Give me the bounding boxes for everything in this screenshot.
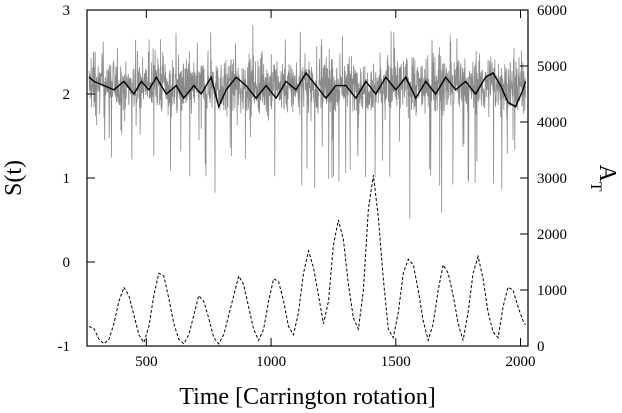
x-tick-label: 500 <box>135 354 158 370</box>
y-right-tick-label: 1000 <box>537 283 567 299</box>
y-right-tick-label: 3000 <box>537 171 567 187</box>
y-right-tick-label: 4000 <box>537 115 567 131</box>
y-left-tick-label: 1 <box>63 171 71 187</box>
y-right-tick-label: 2000 <box>537 227 567 243</box>
x-tick-label: 1000 <box>256 354 286 370</box>
y-right-axis-title-main: A <box>594 164 620 182</box>
y-left-tick-label: 3 <box>63 3 71 19</box>
y-left-axis-title: S(t) <box>1 160 27 196</box>
series-dashed-at <box>88 175 526 345</box>
y-left-tick-label: 2 <box>63 87 71 103</box>
x-tick-label: 2000 <box>506 354 536 370</box>
y-right-tick-label: 6000 <box>537 3 567 19</box>
y-right-tick-label: 5000 <box>537 59 567 75</box>
series-raw-signal <box>88 25 526 219</box>
y-right-axis-title-sub: T <box>588 182 605 192</box>
y-left-tick-label: -1 <box>58 339 71 355</box>
y-right-axis-title: AT <box>588 164 621 191</box>
y-right-tick-label: 0 <box>537 339 545 355</box>
ticks-layer: 500 1000 1500 2000 -1 0 1 2 3 0 1000 2000 3000 4000 50… <box>58 3 568 370</box>
series-layer <box>88 25 527 345</box>
x-axis-title: Time [Carrington rotation] <box>179 384 435 410</box>
series-smoothed-signal <box>88 71 527 109</box>
y-left-tick-label: 0 <box>63 255 71 271</box>
svg-text:AT: AT <box>588 164 621 191</box>
x-tick-label: 1500 <box>381 354 411 370</box>
